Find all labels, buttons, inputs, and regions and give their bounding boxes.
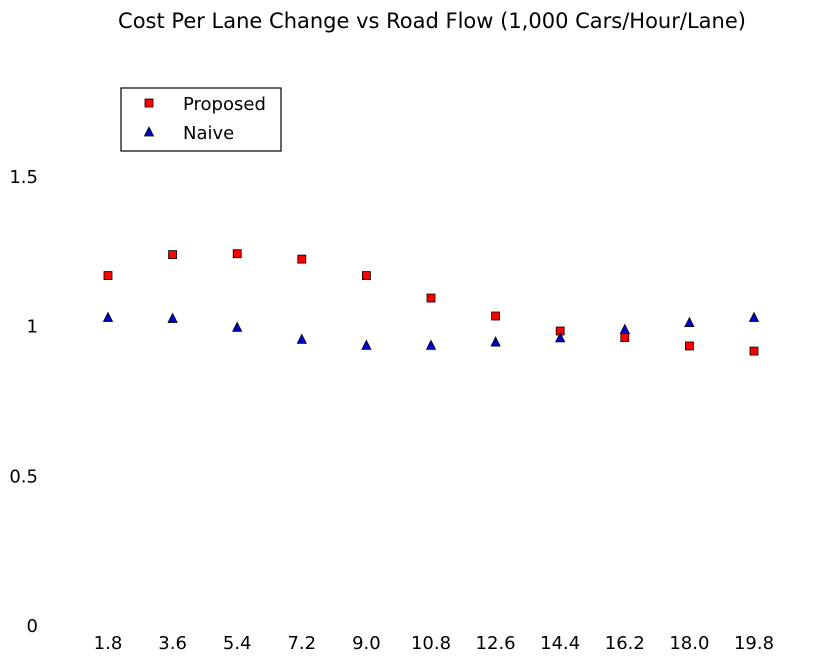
legend-box — [120, 87, 282, 152]
y-tick-label: 1 — [27, 317, 38, 338]
data-point-proposed — [491, 311, 501, 321]
data-point-naive — [102, 311, 114, 322]
x-tick-label: 19.8 — [734, 633, 774, 654]
x-tick-label: 12.6 — [476, 633, 516, 654]
plot-area — [102, 249, 760, 356]
x-tick-label: 16.2 — [605, 633, 645, 654]
data-point-proposed — [426, 293, 436, 303]
legend-label-proposed: Proposed — [183, 94, 266, 115]
data-point-naive — [232, 321, 243, 332]
data-point-proposed — [297, 254, 307, 264]
data-point-naive — [555, 331, 566, 343]
x-tick-label: 1.8 — [94, 633, 123, 654]
x-axis-ticks: 1.8 3.6 5.4 7.2 9.0 10.8 12.6 14.4 16.2 18.0 19.8 — [94, 633, 774, 654]
x-tick-label: 14.4 — [540, 633, 580, 654]
data-point-proposed — [361, 271, 371, 280]
data-point-naive — [748, 311, 760, 322]
x-tick-label: 7.2 — [287, 633, 316, 654]
data-point-naive — [296, 333, 307, 344]
x-tick-label: 18.0 — [669, 633, 709, 654]
data-point-naive — [684, 316, 695, 328]
data-point-proposed — [685, 341, 694, 351]
y-tick-label: 1.5 — [9, 167, 38, 188]
legend-marker-naive — [143, 126, 155, 137]
data-point-naive — [425, 339, 437, 350]
series-proposed — [103, 249, 759, 356]
x-tick-label: 9.0 — [352, 633, 381, 654]
series-naive — [102, 311, 760, 350]
data-point-proposed — [232, 249, 242, 259]
data-point-proposed — [103, 271, 113, 280]
legend: Proposed Naive — [120, 87, 282, 152]
legend-marker-proposed — [144, 98, 154, 108]
legend-label-naive: Naive — [183, 123, 234, 144]
data-point-naive — [167, 312, 178, 323]
data-point-proposed — [168, 250, 178, 260]
x-tick-label: 3.6 — [158, 633, 187, 654]
data-point-naive — [619, 323, 630, 334]
y-tick-label: 0 — [27, 616, 38, 637]
y-axis-ticks: 0 0.5 1 1.5 — [9, 167, 38, 637]
data-point-naive — [490, 336, 501, 347]
y-tick-label: 0.5 — [9, 466, 38, 487]
data-point-naive — [361, 339, 372, 350]
chart-title: Cost Per Lane Change vs Road Flow (1,000… — [118, 9, 746, 33]
data-point-proposed — [620, 333, 630, 342]
x-tick-label: 5.4 — [223, 633, 252, 654]
data-point-proposed — [749, 346, 759, 356]
x-tick-label: 10.8 — [411, 633, 451, 654]
